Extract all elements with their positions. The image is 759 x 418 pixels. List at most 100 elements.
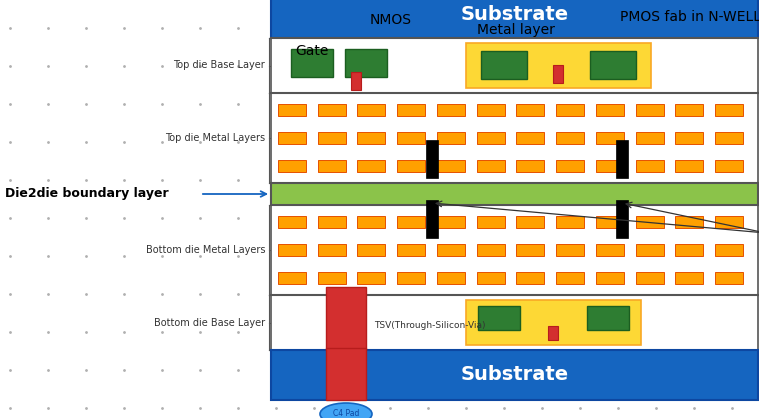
Bar [715,132,743,144]
Bar [676,216,704,227]
Bar [437,272,465,283]
Bar [478,306,520,330]
Bar [556,132,584,144]
Bar [616,200,628,238]
Bar [437,132,465,144]
Bar [596,244,624,255]
Bar [345,49,387,77]
Bar [278,244,306,255]
Bar [291,49,333,77]
Bar [397,244,425,255]
Bar [426,140,438,178]
Bar [596,132,624,144]
Bar [481,51,527,79]
Bar [318,244,346,255]
Text: PMOS fab in N-WELL: PMOS fab in N-WELL [620,10,759,24]
Bar [715,216,743,227]
Bar [437,104,465,116]
Bar [477,104,505,116]
Bar [477,132,505,144]
Bar [548,326,558,340]
Bar [397,160,425,172]
Bar [397,104,425,116]
Text: Bottom die Metal Layers: Bottom die Metal Layers [146,245,265,255]
Bar [715,160,743,172]
Bar [590,51,636,79]
Text: TSV(Through-Silicon-Via): TSV(Through-Silicon-Via) [374,321,486,330]
Bar [437,244,465,255]
Bar [556,104,584,116]
Text: Die2die boundary layer: Die2die boundary layer [5,188,168,201]
Bar [636,160,663,172]
Bar [351,72,361,90]
Bar [397,132,425,144]
Bar [636,272,663,283]
Bar [715,244,743,255]
Bar [516,160,544,172]
Bar [357,244,386,255]
Bar [278,160,306,172]
Bar [357,272,386,283]
Bar [636,216,663,227]
Bar [326,348,366,400]
Bar [271,0,758,38]
Bar [596,216,624,227]
Bar [437,216,465,227]
Bar [516,132,544,144]
Bar [636,132,663,144]
Text: Substrate: Substrate [461,365,568,385]
Bar [357,132,386,144]
Text: Substrate: Substrate [461,5,568,23]
Bar [676,244,704,255]
Bar [271,350,758,400]
Bar [676,160,704,172]
Bar [318,272,346,283]
Bar [357,216,386,227]
Bar [318,216,346,227]
Bar [556,216,584,227]
Bar [587,306,629,330]
Bar [271,93,758,183]
Bar [715,272,743,283]
Bar [516,104,544,116]
Bar [616,140,628,178]
Bar [636,244,663,255]
Bar [636,104,663,116]
Bar [516,244,544,255]
Bar [676,104,704,116]
Bar [278,216,306,227]
Bar [278,132,306,144]
Bar [477,216,505,227]
Bar [357,104,386,116]
Text: C4 Pad: C4 Pad [332,410,359,418]
Text: Metal layer: Metal layer [477,23,555,37]
Bar [426,200,438,238]
Bar [556,160,584,172]
Text: Gate: Gate [295,44,329,58]
Text: Bottom die Base Layer: Bottom die Base Layer [154,318,265,327]
Bar [516,272,544,283]
Bar [556,244,584,255]
Bar [516,216,544,227]
Text: Top die Base Layer: Top die Base Layer [173,61,265,71]
Bar [437,160,465,172]
Bar [318,132,346,144]
Bar [596,104,624,116]
Bar [397,216,425,227]
Bar [477,160,505,172]
Bar [466,43,651,88]
Bar [553,65,563,83]
Bar [596,160,624,172]
Bar [715,104,743,116]
Bar [397,272,425,283]
Text: NMOS: NMOS [370,13,412,27]
Bar [357,160,386,172]
Bar [318,160,346,172]
Bar [318,104,346,116]
Bar [466,300,641,345]
Bar [271,205,758,295]
Bar [271,183,758,205]
Bar [676,272,704,283]
Bar [278,104,306,116]
Bar [271,295,758,350]
